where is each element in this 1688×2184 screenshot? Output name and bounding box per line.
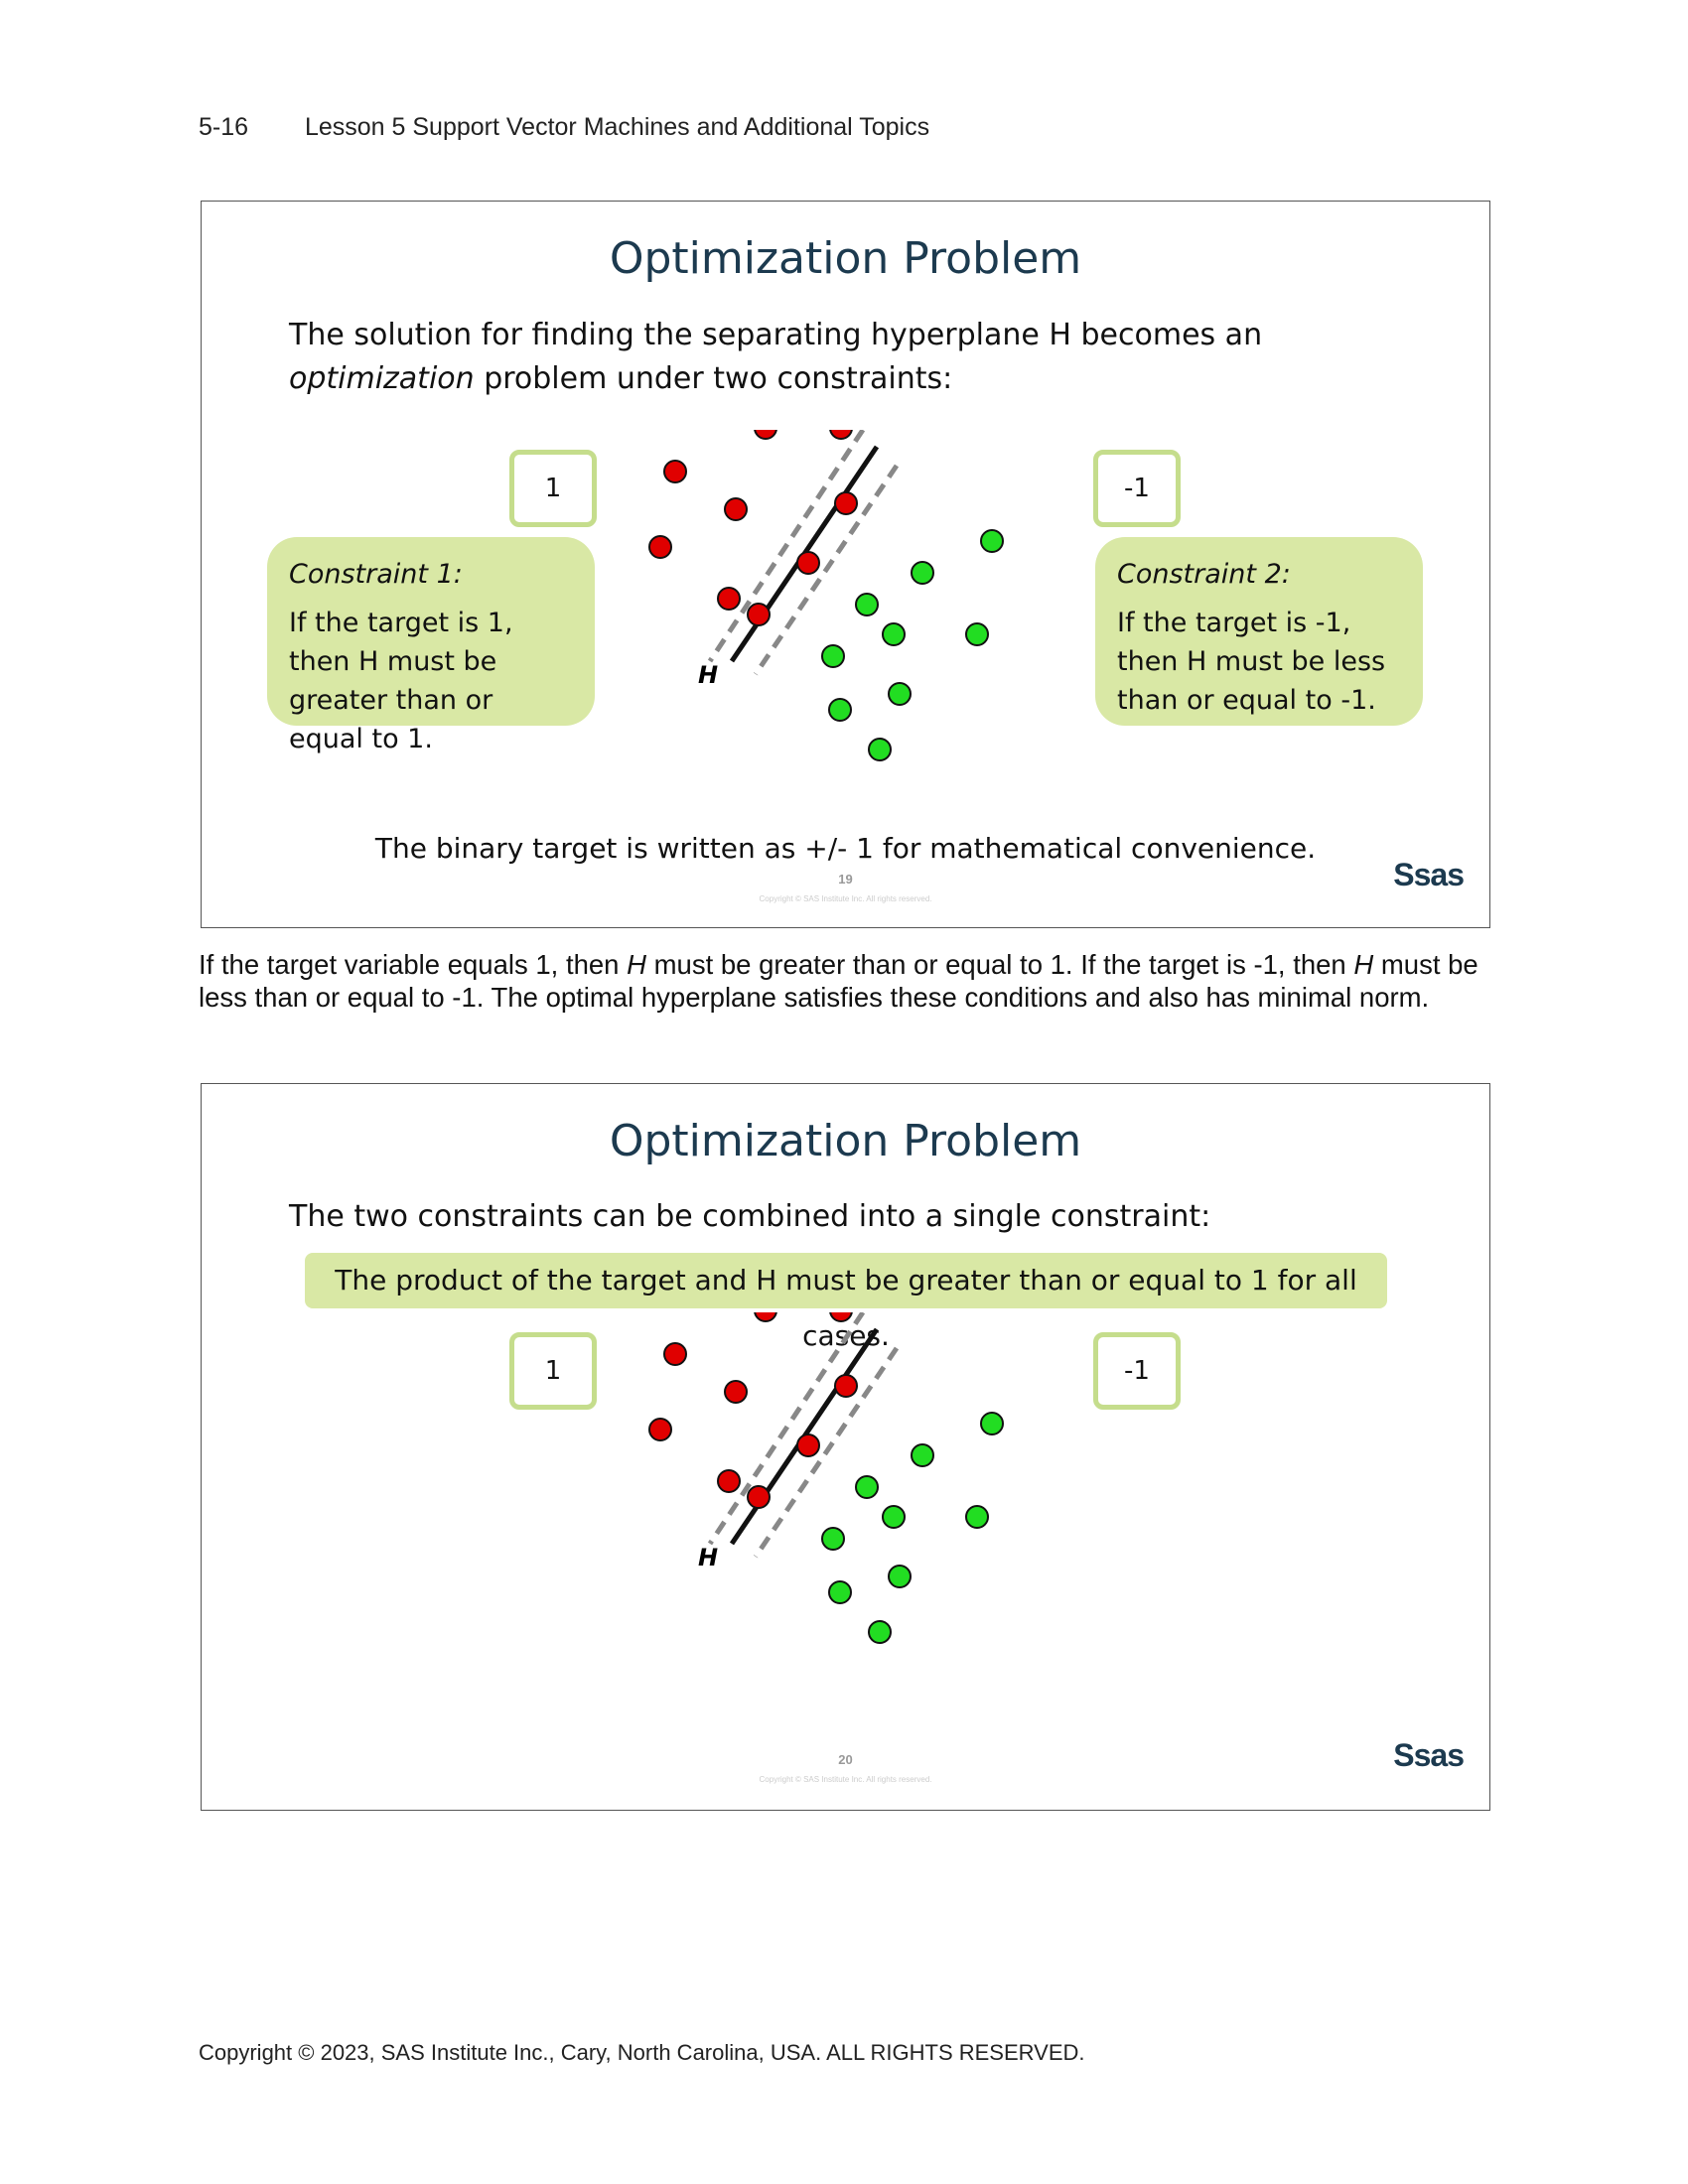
green-point (855, 1475, 879, 1499)
red-point (754, 1312, 777, 1322)
explanation-emphasis: H (1353, 949, 1374, 980)
slide-19: Optimization Problem The solution for fi… (201, 201, 1490, 928)
combined-constraint-box: The product of the target and H must be … (305, 1253, 1387, 1352)
margin-line-upper (707, 1312, 866, 1546)
sas-logo: Ssas (1393, 1737, 1465, 1773)
red-points (648, 1312, 858, 1509)
red-point (829, 430, 853, 440)
target-label-positive: 1 (509, 450, 597, 527)
body-line-1: The solution for finding the separating … (289, 318, 1263, 352)
constraint-1-text: If the target is 1, then H must be great… (289, 608, 513, 754)
svm-scatter-plot: H (648, 1312, 1004, 1644)
green-point (821, 1527, 845, 1551)
green-point (868, 738, 892, 761)
red-point (834, 491, 858, 515)
body-line-1: The two constraints can be combined into… (289, 1199, 1211, 1234)
red-point (717, 1469, 741, 1493)
green-point (911, 561, 934, 585)
page-header: 5-16 Lesson 5 Support Vector Machines an… (199, 113, 929, 142)
target-label-negative: -1 (1093, 450, 1181, 527)
green-point (882, 622, 906, 646)
red-point (724, 1380, 748, 1404)
body-line-2: optimization problem under two constrain… (289, 357, 1262, 401)
red-point (648, 535, 672, 559)
svm-scatter-plot: H (648, 430, 1004, 761)
sas-logo: Ssas (1393, 857, 1465, 892)
margin-line-lower (753, 1346, 900, 1559)
green-point (821, 644, 845, 668)
green-point (828, 1580, 852, 1604)
target-label-negative: -1 (1093, 1332, 1181, 1410)
explanation-text: must be less than or equal to -1. The op… (199, 949, 1478, 1013)
red-point (648, 1418, 672, 1441)
red-point (717, 587, 741, 611)
body-line-2-rest: problem under two constraints: (474, 361, 953, 396)
red-point (834, 1374, 858, 1398)
green-point (980, 1412, 1004, 1435)
red-point (663, 460, 687, 483)
green-point (888, 682, 912, 706)
constraint-1-title: Constraint 1: (289, 559, 463, 590)
slide-body-text: The solution for finding the separating … (289, 314, 1262, 401)
green-point (828, 698, 852, 722)
constraint-2-box: Constraint 2: If the target is -1, then … (1095, 537, 1423, 726)
green-point (868, 1620, 892, 1644)
hyperplane-label: H (698, 661, 718, 689)
explanation-text: If the target variable equals 1, then (199, 949, 628, 980)
slide-20: Optimization Problem The two constraints… (201, 1083, 1490, 1811)
green-point (965, 622, 989, 646)
green-point (911, 1443, 934, 1467)
margin-line-lower (753, 464, 900, 676)
slide-footnote: The binary target is written as +/- 1 fo… (374, 832, 1317, 865)
green-point (965, 1505, 989, 1529)
constraint-2-title: Constraint 2: (1117, 559, 1291, 590)
red-points (648, 430, 858, 626)
green-point (882, 1505, 906, 1529)
constraint-2-text: If the target is -1, then H must be less… (1117, 608, 1386, 716)
margin-line-upper (707, 430, 866, 663)
green-point (855, 593, 879, 616)
slide-copyright: Copyright © SAS Institute Inc. All right… (759, 1775, 932, 1784)
slide-number: 19 (838, 872, 853, 887)
slide-title: Optimization Problem (609, 233, 1082, 284)
target-label-positive: 1 (509, 1332, 597, 1410)
red-point (796, 1433, 820, 1457)
red-point (747, 1485, 771, 1509)
red-point (663, 1342, 687, 1366)
green-point (980, 529, 1004, 553)
red-point (724, 497, 748, 521)
green-points (821, 529, 1004, 761)
explanation-text: must be greater than or equal to 1. If t… (646, 949, 1354, 980)
page-number: 5-16 (199, 113, 249, 141)
red-point (747, 603, 771, 626)
body-emphasis: optimization (289, 361, 475, 396)
slide-copyright: Copyright © SAS Institute Inc. All right… (759, 894, 932, 903)
lesson-title: Lesson 5 Support Vector Machines and Add… (304, 113, 930, 141)
explanation-emphasis: H (627, 949, 646, 980)
explanation-paragraph: If the target variable equals 1, then H … (199, 948, 1489, 1014)
red-point (829, 1312, 853, 1322)
slide-number: 20 (838, 1752, 853, 1767)
constraint-1-box: Constraint 1: If the target is 1, then H… (267, 537, 595, 754)
green-points (821, 1412, 1004, 1644)
slide-title: Optimization Problem (609, 1116, 1082, 1166)
red-point (796, 551, 820, 575)
slide-body-text: The two constraints can be combined into… (289, 1195, 1210, 1239)
page-footer-copyright: Copyright © 2023, SAS Institute Inc., Ca… (199, 2040, 1085, 2065)
green-point (888, 1565, 912, 1588)
red-point (754, 430, 777, 440)
hyperplane-label: H (698, 1544, 718, 1571)
